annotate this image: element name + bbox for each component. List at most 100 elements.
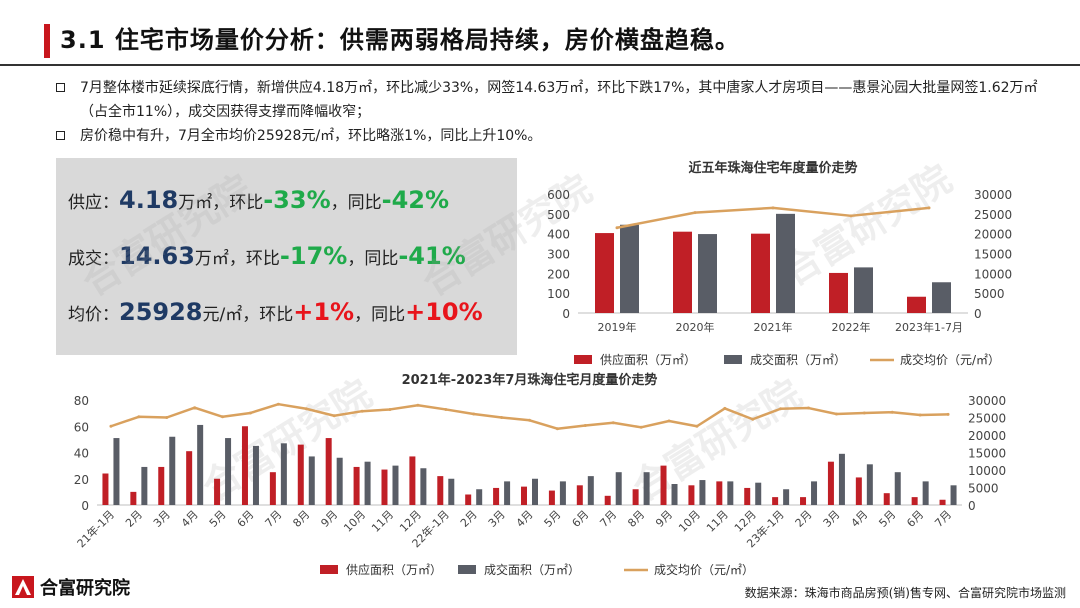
- deal-bar: [727, 481, 734, 505]
- data-source: 数据来源：珠海市商品房预(销)售专网、合富研究院市场监测: [744, 586, 1066, 600]
- deal-bar: [252, 445, 259, 505]
- y-right-tick-label: 25000: [974, 208, 1012, 222]
- page-header: 3.1 住宅市场量价分析：供需两弱格局持续，房价横盘趋稳。: [0, 0, 1080, 62]
- price-point: [555, 427, 559, 431]
- kpi-mom-label: 环比: [229, 193, 264, 213]
- y-left-tick-label: 400: [547, 228, 570, 242]
- kpi-panel: 供应：4.18万㎡，环比-33%，同比-42% 成交：14.63万㎡，环比-17…: [56, 158, 517, 355]
- supply-bar: [381, 469, 388, 505]
- deal-bar: [811, 481, 818, 505]
- brand-name: 合富研究院: [40, 578, 130, 599]
- supply-bar: [939, 499, 946, 505]
- supply-bar: [102, 473, 109, 505]
- y-right-tick-label: 0: [974, 307, 982, 321]
- price-point: [528, 418, 531, 422]
- deal-bar: [838, 453, 845, 505]
- deal-bar: [615, 472, 622, 505]
- kpi-yoy-value: -41%: [398, 242, 466, 270]
- price-point: [583, 424, 587, 428]
- price-point: [615, 226, 619, 230]
- price-point: [927, 206, 931, 210]
- supply-bar: [673, 231, 692, 313]
- bullet-text: 7月整体楼市延续探底行情，新增供应4.18万㎡，环比减少33%，网签14.63万…: [80, 80, 1038, 120]
- x-tick-label: 2月: [123, 508, 145, 530]
- price-point: [304, 407, 308, 411]
- supply-bar: [751, 233, 770, 313]
- deal-bar: [559, 481, 566, 505]
- price-point: [807, 406, 811, 410]
- price-point: [109, 424, 113, 428]
- supply-bar: [130, 491, 137, 505]
- kpi-mom-label: 环比: [245, 249, 280, 269]
- deal-bar: [699, 480, 706, 505]
- kpi-price: 均价：25928元/㎡，环比+1%，同比+10%: [68, 298, 483, 326]
- x-tick-label: 2月: [458, 508, 480, 530]
- deal-bar: [476, 489, 483, 505]
- x-tick-label: 7月: [932, 508, 954, 530]
- supply-bar: [632, 489, 639, 505]
- deal-bar: [643, 472, 650, 505]
- bullet-item: 房价稳中有升，7月全市均价25928元/㎡，环比略涨1%，同比上升10%。: [56, 124, 1046, 148]
- y-right-tick-label: 30000: [974, 188, 1012, 202]
- legend-label: 成交面积（万㎡）: [484, 562, 580, 577]
- deal-bar: [141, 466, 148, 505]
- supply-bar: [186, 451, 193, 505]
- supply-bar: [409, 456, 416, 505]
- deal-bar: [932, 282, 951, 313]
- x-tick-label: 21年-1月: [74, 507, 117, 550]
- annual-chart: 近五年珠海住宅年度量价走势 0 100 200 300 400 500 600 0 5000 100…: [547, 160, 1012, 367]
- legend-supply-swatch: [320, 565, 338, 574]
- x-tick-label: 2020年: [676, 320, 715, 334]
- x-tick-label: 10月: [676, 508, 703, 535]
- supply-bar: [493, 487, 500, 505]
- supply-bar: [521, 486, 527, 505]
- price-point: [165, 416, 169, 419]
- monthly-chart: 2021年-2023年7月珠海住宅月度量价走势 0 20 40 60 80 0 5000 100…: [74, 372, 1006, 577]
- deal-bar: [587, 476, 594, 505]
- kpi-value: 25928: [119, 298, 203, 326]
- kpi-deal: 成交：14.63万㎡，环比-17%，同比-41%: [68, 242, 466, 270]
- supply-bar: [437, 476, 444, 505]
- kpi-supply: 供应：4.18万㎡，环比-33%，同比-42%: [68, 186, 449, 214]
- x-tick-label: 8月: [625, 508, 647, 530]
- y-right-tick-label: 20000: [974, 228, 1012, 242]
- x-tick-label: 7月: [263, 508, 285, 530]
- deal-bar: [504, 481, 511, 505]
- supply-bar: [744, 487, 751, 505]
- supply-bar: [907, 296, 926, 313]
- supply-bar: [269, 472, 276, 505]
- x-tick-label: 11月: [704, 508, 731, 535]
- kpi-yoy-value: +10%: [405, 298, 483, 326]
- deal-bar: [336, 457, 343, 505]
- deal-bar: [783, 489, 790, 505]
- price-point: [416, 403, 420, 407]
- y-left-tick-label: 0: [562, 307, 570, 321]
- supply-bar: [595, 233, 614, 313]
- y-left-tick-label: 300: [547, 248, 570, 262]
- x-tick-label: 3月: [821, 508, 843, 530]
- y-right-tick-label: 25000: [968, 412, 1006, 426]
- deal-bar: [448, 478, 455, 505]
- price-point: [276, 402, 280, 406]
- price-point: [611, 421, 615, 425]
- y-left-tick-label: 60: [74, 420, 89, 434]
- price-point: [849, 214, 853, 218]
- price-point: [388, 407, 392, 411]
- legend-deal-swatch: [458, 565, 476, 574]
- deal-bar: [671, 484, 678, 505]
- x-tick-label: 5月: [542, 508, 564, 530]
- supply-bar: [855, 477, 862, 505]
- kpi-yoy-label: ，同比: [354, 305, 406, 325]
- y-right-tick-label: 20000: [968, 429, 1006, 443]
- price-point: [360, 409, 364, 413]
- deal-bar: [776, 213, 795, 313]
- supply-bar: [688, 485, 695, 505]
- price-point: [779, 407, 783, 411]
- x-tick-label: 11月: [369, 508, 396, 535]
- supply-bar: [325, 438, 332, 505]
- deal-bar: [364, 461, 371, 505]
- deal-bar: [698, 234, 717, 313]
- price-point: [472, 412, 476, 416]
- x-tick-label: 6月: [904, 508, 926, 530]
- deal-bar: [866, 464, 873, 505]
